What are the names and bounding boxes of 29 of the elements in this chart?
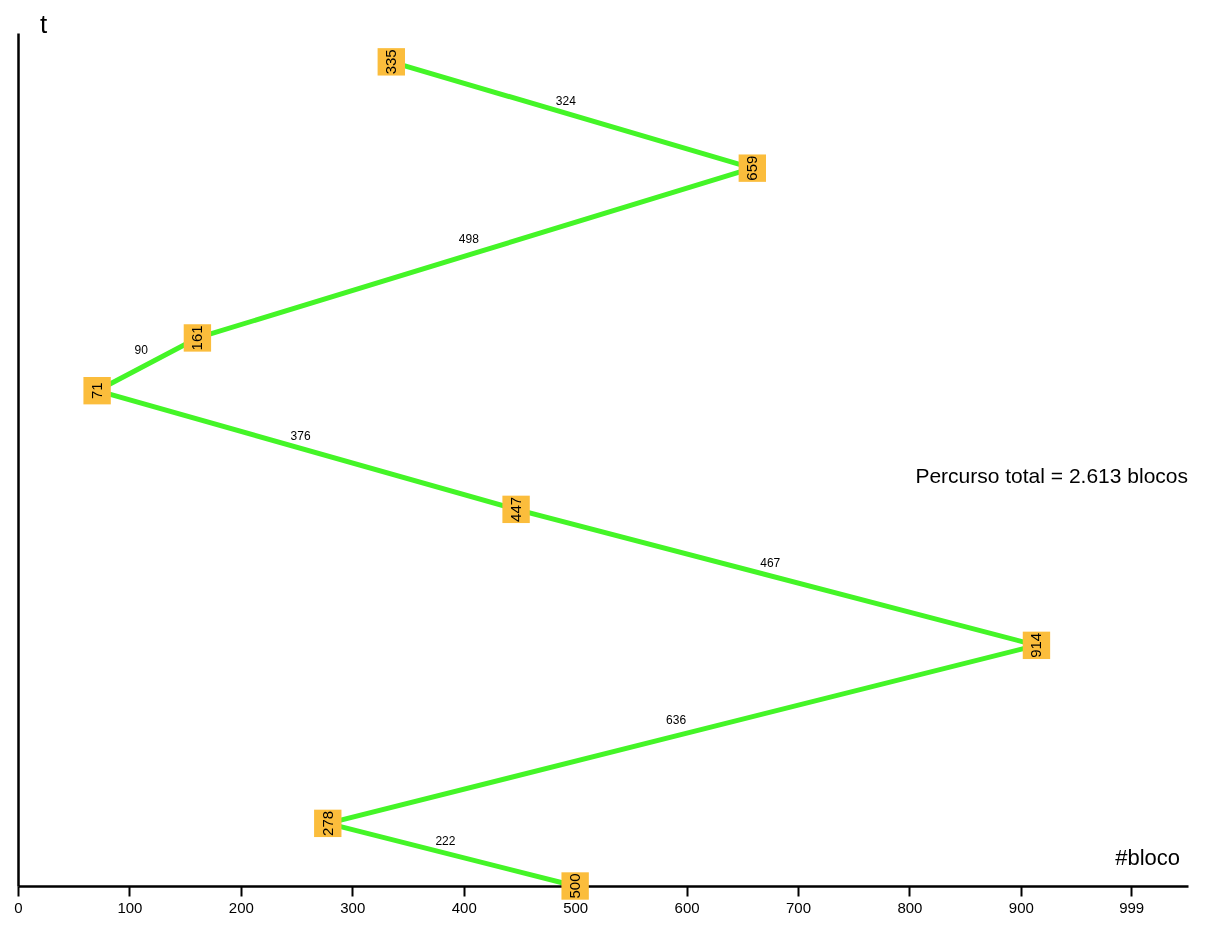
annotation: 222 [435,833,456,848]
x-tick-label: 100 [117,898,143,916]
x-tick-label: 800 [897,898,923,916]
annotation: 447 [507,496,525,522]
x-tick-label: 600 [674,898,700,916]
annotation: 914 [1027,632,1045,658]
x-tick-label: 999 [1119,898,1145,916]
annotation: 376 [290,429,311,444]
x-tick-label: 700 [785,898,812,916]
annotation: 335 [382,49,400,75]
annotation: 161 [188,325,206,351]
x-tick-label: 900 [1008,898,1034,916]
annotation: 498 [458,232,480,247]
x-tick-label: 0 [14,898,23,916]
annotation: 500 [566,873,584,899]
annotation: 71 [88,382,106,400]
x-axis-title: #bloco [1115,845,1180,870]
annotation: 636 [666,713,687,728]
annotation: 324 [555,94,577,108]
annotation: 278 [318,810,336,836]
y-axis-title: t [40,9,48,39]
annotation: 659 [743,155,761,181]
x-tick-label: 500 [563,898,589,916]
x-tick-label: 200 [228,898,254,916]
annotation: 467 [760,556,781,571]
x-tick-label: 300 [340,898,366,916]
x-tick-label: 400 [451,898,477,916]
annotation: 90 [134,343,149,358]
annotation: Percurso total = 2.613 blocos [915,463,1188,487]
